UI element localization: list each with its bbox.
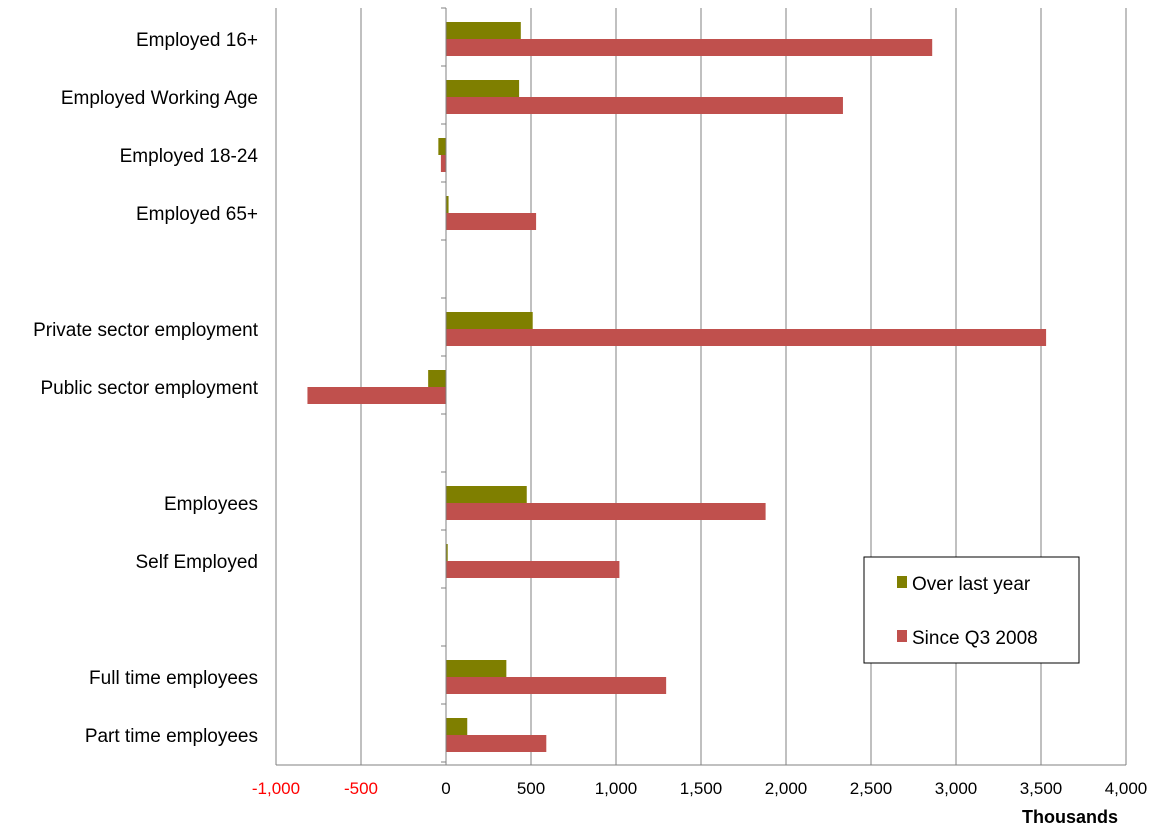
- category-label: Public sector employment: [40, 378, 258, 399]
- bar-over-last-year: [446, 312, 533, 329]
- bar-since-q3-2008: [446, 735, 547, 752]
- category-label: Employed 16+: [136, 30, 258, 51]
- x-tick-label: 1,000: [595, 779, 638, 798]
- bar-since-q3-2008: [446, 213, 537, 230]
- legend-label-over-last-year: Over last year: [912, 574, 1031, 595]
- legend-box: [863, 556, 1080, 664]
- legend: Over last year Since Q3 2008: [863, 556, 1080, 664]
- bar-since-q3-2008: [446, 329, 1047, 346]
- category-label: Employed Working Age: [61, 88, 258, 109]
- y-axis: [276, 7, 1126, 766]
- x-tick-labels: -1,000 -500 0 500 1,000 1,500 2,000 2,500 3,000 3…: [252, 779, 1147, 798]
- bar-since-q3-2008: [440, 155, 446, 172]
- category-labels: Employed 16+ Employed Working Age Employed…: [33, 30, 259, 747]
- category-label: Employees: [164, 494, 258, 515]
- gridlines: [275, 8, 1127, 765]
- bar-since-q3-2008: [446, 97, 843, 114]
- bars: [307, 22, 1047, 752]
- x-axis-label: Thousands: [1022, 807, 1118, 827]
- legend-swatch-since-q3-2008: [897, 630, 907, 642]
- legend-label-since-q3-2008: Since Q3 2008: [912, 628, 1038, 649]
- bar-over-last-year: [446, 196, 449, 213]
- bar-over-last-year: [446, 486, 527, 503]
- bar-over-last-year: [438, 138, 446, 155]
- bar-since-q3-2008: [446, 561, 620, 578]
- category-label: Private sector employment: [33, 320, 259, 341]
- bar-over-last-year: [428, 370, 446, 387]
- x-tick-label: 0: [441, 779, 450, 798]
- x-tick-label: 3,500: [1020, 779, 1063, 798]
- bar-over-last-year: [446, 718, 468, 735]
- bar-over-last-year: [446, 22, 521, 39]
- legend-swatch-over-last-year: [897, 576, 907, 588]
- category-label: Employed 65+: [136, 204, 258, 225]
- bar-over-last-year: [446, 80, 520, 97]
- x-tick-label: 2,500: [850, 779, 893, 798]
- x-tick-label: 2,000: [765, 779, 808, 798]
- bar-over-last-year: [446, 660, 507, 677]
- x-tick-label: 4,000: [1105, 779, 1148, 798]
- x-tick-label: -1,000: [252, 779, 300, 798]
- x-tick-label: 1,500: [680, 779, 723, 798]
- category-label: Employed 18-24: [120, 146, 259, 167]
- bar-since-q3-2008: [446, 503, 766, 520]
- category-label: Self Employed: [135, 552, 258, 573]
- bar-since-q3-2008: [307, 387, 446, 404]
- bar-since-q3-2008: [446, 39, 933, 56]
- x-tick-label: -500: [344, 779, 378, 798]
- category-label: Full time employees: [89, 668, 258, 689]
- x-tick-label: 3,000: [935, 779, 978, 798]
- bar-over-last-year: [446, 544, 448, 561]
- category-label: Part time employees: [85, 726, 258, 747]
- x-tick-label: 500: [517, 779, 545, 798]
- bar-since-q3-2008: [446, 677, 667, 694]
